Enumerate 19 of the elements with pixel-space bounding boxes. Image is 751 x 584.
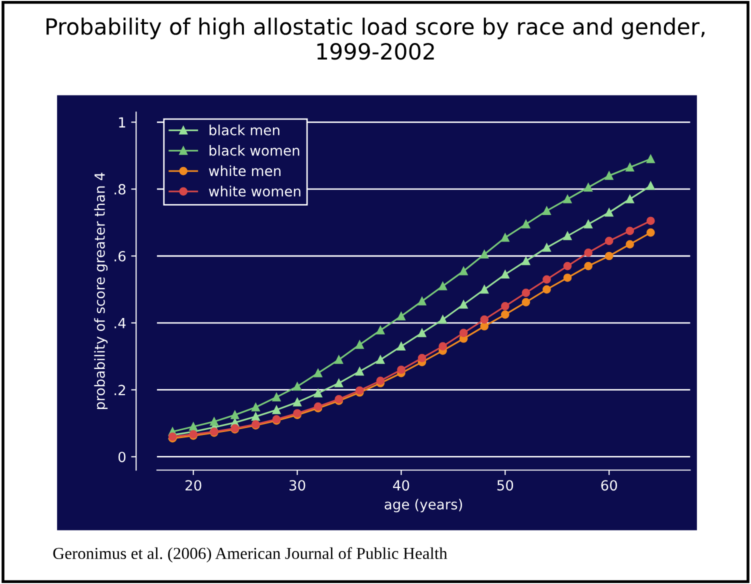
x-tick-label: 20 — [186, 480, 202, 491]
y-tick-label: .4 — [114, 318, 126, 328]
legend-label: black men — [210, 124, 280, 136]
y-axis-title: probability of score greater than 4 — [94, 172, 108, 409]
x-tick-label: 60 — [601, 480, 618, 491]
text: Geronimus et al. (2006) American Journal of Public Health — [53, 547, 448, 562]
legend-label: white men — [208, 165, 280, 176]
x-tick-label: 40 — [393, 480, 410, 491]
legend-label: white women — [208, 186, 300, 197]
y-tick-label: 0 — [118, 452, 126, 462]
x-tick-label: 50 — [497, 480, 514, 491]
y-tick-label: .8 — [114, 184, 126, 195]
chart-title: Probability of high allostatic load score by race and gender, 1999-2002 — [46, 18, 704, 60]
y-tick-label: 1 — [119, 117, 126, 128]
legend-label: black women — [210, 145, 300, 156]
x-tick-label: 30 — [290, 480, 306, 491]
y-tick-label: .2 — [114, 384, 126, 396]
y-tick-label: .6 — [114, 250, 126, 262]
x-axis-title: age (years) — [384, 498, 462, 512]
